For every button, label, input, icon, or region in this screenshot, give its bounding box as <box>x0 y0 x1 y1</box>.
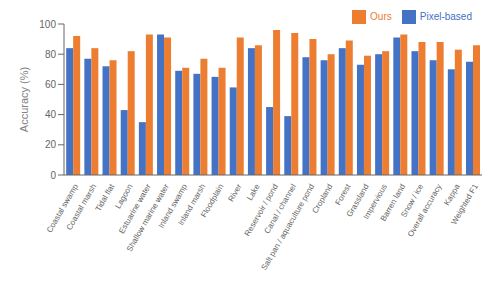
svg-text:Canal / channel: Canal / channel <box>262 182 299 236</box>
svg-text:Reservoir / pond: Reservoir / pond <box>242 182 280 238</box>
svg-text:60: 60 <box>45 79 57 90</box>
html-text:Ours: Ours <box>370 10 392 22</box>
svg-text:Coastal marsh: Coastal marsh <box>65 183 99 232</box>
svg-text:Estuarine water: Estuarine water <box>117 182 153 236</box>
svg-text:Lake: Lake <box>245 182 262 202</box>
svg-text:Cropland: Cropland <box>310 183 334 216</box>
svg-text:Impervious: Impervious <box>361 182 389 221</box>
svg-text:Inland marsh: Inland marsh <box>176 183 207 228</box>
svg-text:Tidal flat: Tidal flat <box>94 182 117 213</box>
svg-text:Snow / ice: Snow / ice <box>399 182 426 219</box>
svg-text:Overall accuracy: Overall accuracy <box>406 183 444 239</box>
svg-text:20: 20 <box>45 139 57 150</box>
svg-text:Grassland: Grassland <box>344 182 371 219</box>
svg-text:Kappa: Kappa <box>442 182 462 207</box>
svg-text:Forest: Forest <box>333 182 353 207</box>
svg-text:Shallow marine water: Shallow marine water <box>124 182 171 254</box>
svg-text:0: 0 <box>50 170 56 181</box>
svg-text:Lagoon: Lagoon <box>113 182 135 211</box>
svg-text:80: 80 <box>45 49 57 60</box>
svg-text:Weighted F1: Weighted F1 <box>449 182 480 226</box>
svg-text:100: 100 <box>39 19 56 30</box>
svg-text:40: 40 <box>45 109 57 120</box>
svg-text:Floodplain: Floodplain <box>199 183 225 219</box>
svg-text:Inland swamp: Inland swamp <box>156 182 190 230</box>
svg-text:Accuracy (%): Accuracy (%) <box>18 67 30 132</box>
html-text:Pixel-based: Pixel-based <box>419 10 472 22</box>
svg-text:River: River <box>226 182 243 203</box>
svg-text:Coastal swamp: Coastal swamp <box>44 182 80 235</box>
svg-text:Salt pan / aquaculture pond: Salt pan / aquaculture pond <box>260 183 317 272</box>
svg-text:Barren land: Barren land <box>378 182 408 223</box>
